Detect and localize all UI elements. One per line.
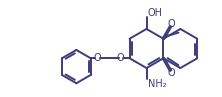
Text: O: O: [117, 53, 125, 63]
Text: O: O: [168, 68, 176, 78]
Text: O: O: [168, 19, 176, 29]
Text: OH: OH: [148, 8, 163, 18]
Text: NH₂: NH₂: [148, 79, 166, 89]
Text: O: O: [94, 53, 101, 63]
